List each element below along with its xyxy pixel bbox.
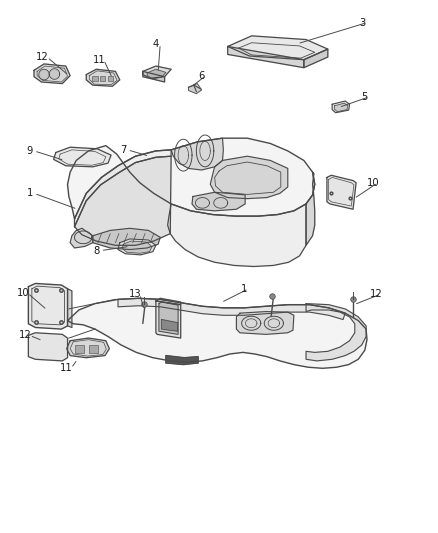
Polygon shape bbox=[50, 70, 59, 78]
Text: 10: 10 bbox=[17, 288, 29, 298]
Polygon shape bbox=[228, 36, 328, 60]
Polygon shape bbox=[147, 69, 166, 79]
Polygon shape bbox=[118, 298, 345, 319]
Polygon shape bbox=[304, 49, 328, 68]
Bar bbox=[100, 76, 106, 82]
Polygon shape bbox=[171, 138, 223, 170]
Text: 1: 1 bbox=[26, 188, 33, 198]
Polygon shape bbox=[228, 46, 304, 68]
Text: 11: 11 bbox=[93, 55, 106, 64]
Polygon shape bbox=[118, 239, 156, 255]
Polygon shape bbox=[34, 64, 70, 84]
Text: 7: 7 bbox=[120, 145, 127, 155]
Polygon shape bbox=[168, 204, 306, 266]
Bar bbox=[89, 345, 98, 353]
Polygon shape bbox=[156, 298, 181, 305]
Polygon shape bbox=[306, 172, 315, 245]
Polygon shape bbox=[53, 147, 111, 167]
Polygon shape bbox=[166, 356, 198, 365]
Polygon shape bbox=[67, 338, 110, 358]
Polygon shape bbox=[74, 150, 171, 227]
Text: 1: 1 bbox=[241, 284, 247, 294]
Text: 10: 10 bbox=[367, 177, 380, 188]
Text: 11: 11 bbox=[60, 364, 73, 373]
Polygon shape bbox=[93, 228, 160, 249]
Text: 9: 9 bbox=[26, 146, 33, 156]
Polygon shape bbox=[28, 333, 67, 361]
Text: 3: 3 bbox=[360, 18, 366, 28]
Polygon shape bbox=[192, 192, 245, 211]
Polygon shape bbox=[67, 138, 315, 219]
Polygon shape bbox=[334, 103, 348, 112]
Polygon shape bbox=[67, 289, 72, 327]
Polygon shape bbox=[332, 101, 350, 113]
Bar bbox=[108, 76, 113, 82]
Polygon shape bbox=[122, 241, 152, 253]
Bar bbox=[75, 345, 84, 353]
Polygon shape bbox=[306, 304, 366, 361]
Polygon shape bbox=[210, 156, 288, 199]
Polygon shape bbox=[143, 71, 165, 82]
Polygon shape bbox=[28, 284, 67, 329]
Polygon shape bbox=[70, 228, 93, 248]
Polygon shape bbox=[156, 301, 181, 338]
Text: 13: 13 bbox=[129, 289, 142, 299]
Polygon shape bbox=[74, 156, 171, 245]
Polygon shape bbox=[237, 312, 294, 334]
Polygon shape bbox=[327, 175, 356, 209]
Polygon shape bbox=[40, 70, 48, 79]
Text: 8: 8 bbox=[93, 246, 99, 256]
Polygon shape bbox=[159, 302, 178, 334]
Text: 12: 12 bbox=[36, 52, 49, 62]
Bar bbox=[92, 76, 98, 82]
Text: 5: 5 bbox=[362, 92, 368, 102]
Polygon shape bbox=[86, 69, 120, 86]
Polygon shape bbox=[188, 84, 201, 94]
Polygon shape bbox=[67, 298, 367, 368]
Text: 12: 12 bbox=[370, 289, 383, 299]
Text: 12: 12 bbox=[19, 330, 32, 341]
Polygon shape bbox=[143, 66, 171, 78]
Polygon shape bbox=[162, 319, 178, 331]
Text: 4: 4 bbox=[153, 39, 159, 49]
Text: 6: 6 bbox=[198, 70, 205, 80]
